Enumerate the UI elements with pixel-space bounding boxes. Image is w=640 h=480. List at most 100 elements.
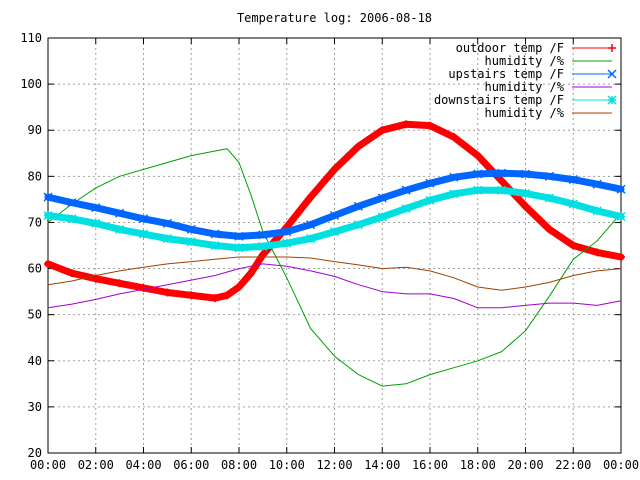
series-4 (43, 185, 626, 253)
legend-label: humidity /% (485, 80, 565, 94)
data-point (353, 201, 363, 211)
series-2 (43, 168, 626, 241)
data-point (544, 171, 554, 181)
data-point (473, 169, 483, 179)
data-point (402, 120, 411, 129)
axes: 20 30 40 50 60 70 80 90 100 110 00:00 02:00 04:00 06:… (20, 31, 639, 472)
y-tick-label: 20 (28, 446, 42, 460)
data-point (473, 151, 482, 160)
data-point (210, 229, 220, 239)
data-point (545, 225, 554, 234)
y-tick-label: 110 (20, 31, 42, 45)
chart-title: Temperature log: 2006-08-18 (237, 11, 432, 25)
data-point (592, 206, 602, 216)
data-point (306, 193, 315, 202)
x-tick-label: 14:00 (364, 458, 400, 472)
data-point (593, 248, 602, 257)
data-point (520, 169, 531, 179)
data-point (210, 240, 220, 251)
data-point (138, 214, 149, 224)
data-point (425, 178, 435, 188)
y-tick-label: 100 (20, 77, 42, 91)
data-point (521, 202, 530, 211)
y-tick-label: 30 (28, 400, 42, 414)
x-tick-label: 04:00 (125, 458, 161, 472)
x-tick-label: 22:00 (555, 458, 591, 472)
data-point (163, 288, 172, 297)
data-point (258, 230, 268, 240)
data-point (306, 234, 316, 244)
data-point (544, 193, 554, 203)
y-tick-label: 70 (28, 215, 42, 229)
x-tick-label: 12:00 (316, 458, 352, 472)
data-point (354, 142, 363, 151)
x-tick-label: 00:00 (603, 458, 639, 472)
x-tick-label: 16:00 (412, 458, 448, 472)
data-point (329, 210, 340, 221)
data-point (186, 237, 196, 247)
data-point (67, 269, 76, 278)
data-point (473, 185, 483, 195)
series-line (47, 263, 622, 309)
data-point (568, 199, 578, 209)
data-point (330, 165, 339, 174)
data-point (449, 189, 459, 199)
data-point (497, 168, 507, 178)
data-point (115, 208, 125, 218)
x-tick-label: 06:00 (173, 458, 209, 472)
series-3 (47, 263, 622, 309)
data-point (67, 198, 77, 208)
legend-marker (607, 69, 617, 79)
data-point (568, 175, 578, 185)
data-point (329, 227, 340, 237)
data-point (91, 274, 100, 283)
data-point (306, 220, 316, 230)
data-point (43, 192, 53, 202)
data-point (67, 214, 77, 224)
data-point (377, 193, 387, 203)
data-point (497, 185, 507, 195)
grid (48, 38, 621, 453)
data-point (139, 283, 148, 292)
data-point (401, 185, 411, 195)
data-point (353, 220, 363, 230)
series-1 (47, 148, 622, 387)
legend-label: humidity /% (485, 106, 565, 120)
x-tick-label: 08:00 (221, 458, 257, 472)
series-line (44, 120, 625, 302)
data-point (401, 204, 411, 214)
data-point (449, 133, 458, 142)
data-point (282, 238, 292, 248)
data-point (234, 231, 244, 241)
x-tick-label: 00:00 (30, 458, 66, 472)
data-point (187, 291, 196, 300)
x-tick-label: 20:00 (507, 458, 543, 472)
data-point (569, 241, 578, 250)
data-point (616, 211, 626, 221)
legend-label: upstairs temp /F (448, 67, 564, 81)
data-point (235, 283, 243, 291)
data-point (246, 269, 255, 278)
data-point (115, 279, 124, 288)
y-tick-label: 40 (28, 354, 42, 368)
data-point (91, 218, 101, 228)
data-point (426, 121, 434, 130)
data-point (162, 234, 172, 244)
series-5 (47, 256, 622, 291)
data-point (186, 224, 196, 234)
x-tick-label: 02:00 (78, 458, 114, 472)
x-tick-label: 10:00 (269, 458, 305, 472)
legend-label: humidity /% (485, 54, 565, 68)
data-point (282, 227, 292, 237)
data-point (162, 218, 172, 228)
series-layer (43, 120, 626, 387)
data-point (617, 253, 625, 262)
data-point (378, 126, 387, 135)
data-point (616, 184, 626, 194)
data-point (520, 188, 531, 198)
x-tick-label: 18:00 (460, 458, 496, 472)
legend-label: outdoor temp /F (456, 41, 564, 55)
data-point (425, 195, 435, 205)
data-point (138, 229, 149, 239)
